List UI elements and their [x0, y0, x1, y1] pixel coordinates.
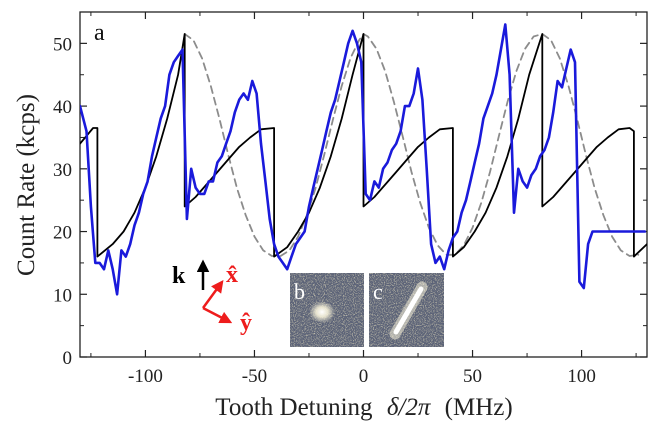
y-tick-label: 40 [53, 97, 72, 118]
x-tick-label: 100 [567, 366, 596, 387]
x-axis-title: Tooth Detuning δ/2π (MHz) [215, 394, 512, 421]
y-tick-label: 0 [63, 348, 73, 369]
k-vector-label: k [172, 263, 186, 289]
series-layer [80, 23, 647, 296]
inset-c-line [393, 286, 424, 335]
y-tick-label: 10 [53, 285, 72, 306]
x-axis-title-unit: (MHz) [445, 394, 513, 421]
x-tick-label: 50 [463, 366, 482, 387]
reference-dashed-curve [183, 33, 640, 257]
x-vector-label: x̂ [226, 262, 238, 288]
y-axis-title: Count Rate (kcps) [13, 94, 40, 276]
y-vector-label: ŷ [240, 310, 252, 336]
inset-c-label: c [373, 279, 383, 304]
x-tick-label: 0 [359, 366, 369, 387]
panel-label: a [94, 20, 105, 46]
inset-c: c [369, 273, 444, 347]
y-tick-label: 50 [53, 34, 72, 55]
y-tick-label: 30 [53, 160, 72, 181]
x-tick-label: -50 [242, 366, 267, 387]
x-axis-title-prefix: Tooth Detuning [215, 394, 373, 421]
inset-b: b [290, 273, 364, 347]
x-vector-arrow [201, 279, 224, 309]
y-vector-arrow [202, 306, 233, 324]
inset-b-label: b [294, 279, 305, 304]
measured-count-rate-curve [80, 23, 647, 296]
x-axis-ticks: -100 -50 0 50 100 [90, 12, 637, 387]
y-tick-label: 20 [53, 223, 72, 244]
x-tick-label: -100 [128, 366, 163, 387]
x-axis-title-symbol: δ/2π [387, 394, 432, 421]
inset-b-spot [309, 301, 335, 323]
axis-vectors: k x̂ ŷ [172, 259, 252, 336]
